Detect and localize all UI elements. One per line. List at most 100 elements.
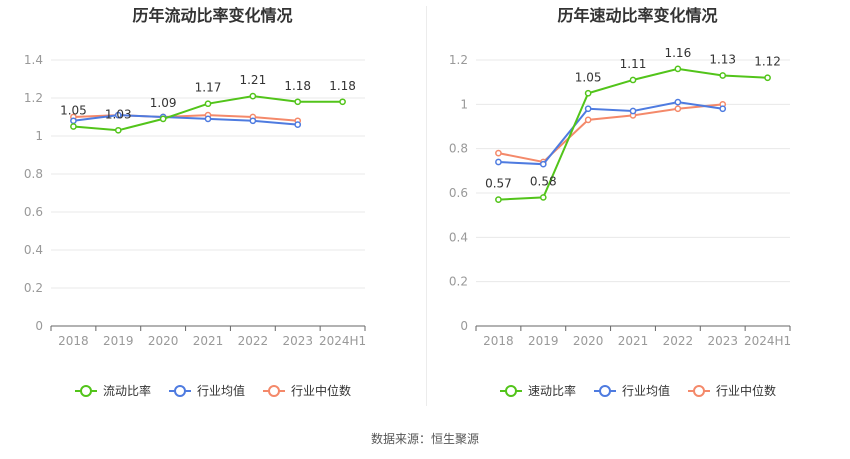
data-point (249, 92, 257, 100)
y-tick-label: 1.2 (24, 91, 43, 105)
data-label: 0.58 (530, 174, 557, 188)
y-tick-label: 1 (35, 129, 43, 143)
data-label: 1.18 (329, 79, 356, 93)
legend-marker (174, 385, 186, 397)
y-tick-label: 0.8 (449, 142, 468, 156)
legend-item[interactable]: 行业均值 (169, 383, 245, 398)
y-tick-label: 0.6 (449, 186, 468, 200)
data-label: 1.05 (575, 70, 602, 84)
y-tick-label: 0.6 (24, 205, 43, 219)
panel-divider (426, 6, 427, 406)
data-point (629, 76, 637, 84)
x-tick-label: 2021 (193, 334, 224, 348)
data-label: 1.09 (150, 96, 177, 110)
legend-label: 行业中位数 (716, 383, 776, 398)
data-point (629, 107, 637, 115)
series-line (498, 103, 723, 164)
x-tick-label: 2018 (58, 334, 89, 348)
legend-item[interactable]: 速动比率 (500, 383, 576, 398)
data-label: 1.03 (105, 107, 132, 121)
legend-item[interactable]: 行业中位数 (263, 383, 351, 398)
current-ratio-panel: 历年流动比率变化情况 0 0.2 0.4 0.6 0.8 1 1.2 1.4 2018 2019 2… (0, 0, 425, 415)
y-tick-label: 0.2 (24, 281, 43, 295)
y-tick-label: 1.2 (449, 53, 468, 67)
legend-marker (505, 385, 517, 397)
data-label: 1.12 (754, 55, 781, 69)
legend-item[interactable]: 行业中位数 (688, 383, 776, 398)
data-point (584, 116, 592, 124)
y-tick-label: 0.8 (24, 167, 43, 181)
x-tick-label: 2019 (103, 334, 134, 348)
x-tick-label: 2022 (663, 334, 694, 348)
data-label: 1.13 (709, 53, 736, 67)
data-point (495, 196, 502, 203)
y-tick-label: 0 (460, 319, 468, 333)
series-line (498, 101, 723, 166)
y-tick-label: 0 (35, 319, 43, 333)
data-point (495, 158, 502, 166)
data-label: 0.57 (485, 177, 512, 191)
legend-item[interactable]: 行业均值 (594, 383, 670, 398)
data-point (674, 105, 682, 113)
y-tick-label: 0.4 (24, 243, 43, 257)
data-point (674, 65, 682, 73)
y-tick-label: 1 (460, 97, 468, 111)
data-point (584, 105, 592, 113)
data-label: 1.11 (620, 57, 647, 71)
data-point (249, 117, 257, 125)
x-tick-label: 2023 (707, 334, 738, 348)
data-point (204, 100, 212, 108)
data-point (339, 98, 346, 106)
data-point (584, 89, 592, 97)
y-tick-label: 0.4 (449, 230, 468, 244)
legend-label: 行业均值 (622, 383, 670, 398)
data-point (294, 121, 302, 128)
x-tick-label: 2024H1 (319, 334, 366, 348)
x-tick-label: 2022 (238, 334, 269, 348)
data-point (114, 111, 122, 119)
data-label: 1.16 (664, 46, 691, 60)
x-tick-label: 2018 (483, 334, 514, 348)
legend-label: 行业均值 (197, 383, 245, 398)
data-point (719, 72, 727, 79)
data-point (674, 98, 682, 106)
x-tick-label: 2020 (148, 334, 179, 348)
legend-label: 速动比率 (528, 383, 576, 398)
data-label: 1.17 (195, 81, 222, 95)
data-point (114, 126, 122, 134)
data-point (159, 115, 167, 123)
chart-title: 历年速动比率变化情况 (557, 6, 718, 25)
legend-marker (80, 385, 92, 397)
data-point (204, 115, 212, 123)
series-line (73, 114, 298, 126)
quick-ratio-panel: 历年速动比率变化情况 0 0.2 0.4 0.6 0.8 1 1.2 2018 2019 2020… (425, 0, 850, 415)
quick-ratio-chart: 0 0.2 0.4 0.6 0.8 1 1.2 2018 2019 2020 2021 2022 202… (449, 46, 791, 398)
y-tick-label: 1.4 (24, 53, 43, 67)
y-tick-label: 0.2 (449, 275, 468, 289)
data-point (70, 123, 77, 130)
legend-marker (268, 385, 280, 397)
legend-marker (599, 385, 611, 397)
data-point (719, 105, 727, 113)
data-point (539, 160, 547, 168)
data-label: 1.18 (284, 79, 311, 93)
current-ratio-chart: 0 0.2 0.4 0.6 0.8 1 1.2 1.4 2018 2019 2020 2021 2022… (24, 53, 366, 398)
data-point (539, 194, 547, 201)
legend-label: 行业中位数 (291, 383, 351, 398)
x-tick-label: 2019 (528, 334, 559, 348)
x-tick-label: 2024H1 (744, 334, 791, 348)
x-tick-label: 2020 (573, 334, 604, 348)
x-tick-label: 2023 (282, 334, 313, 348)
data-point (764, 74, 771, 82)
chart-title: 历年流动比率变化情况 (132, 6, 293, 25)
x-tick-label: 2021 (618, 334, 649, 348)
data-point (495, 149, 502, 157)
data-label: 1.21 (239, 73, 266, 87)
legend-item[interactable]: 流动比率 (75, 383, 151, 398)
data-label: 1.05 (60, 104, 87, 118)
legend-label: 流动比率 (103, 383, 151, 398)
data-source-note: 数据来源：恒生聚源 (370, 432, 479, 446)
data-point (70, 117, 77, 125)
data-point (294, 98, 302, 106)
legend-marker (693, 385, 705, 397)
